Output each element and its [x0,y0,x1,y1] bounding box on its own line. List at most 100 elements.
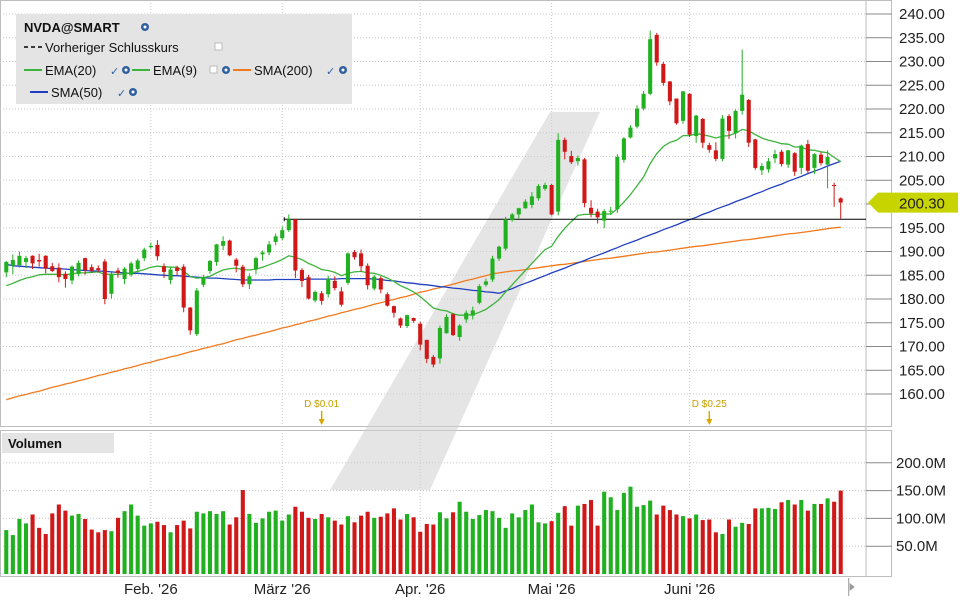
candlestick[interactable] [63,271,68,288]
candlestick[interactable] [109,272,114,299]
candlestick[interactable] [529,192,534,209]
volume-bar[interactable] [214,513,219,574]
volume-bar[interactable] [608,497,613,574]
candlestick[interactable] [713,142,718,162]
candlestick[interactable] [319,290,324,305]
volume-bar[interactable] [391,508,396,574]
candlestick[interactable] [825,150,830,189]
volume-bar[interactable] [398,519,403,574]
candlestick[interactable] [805,139,810,174]
volume-bar[interactable] [490,511,495,574]
volume-bar[interactable] [168,532,173,574]
volume-bar[interactable] [444,518,449,574]
volume-bar[interactable] [76,513,81,574]
volume-bar[interactable] [543,523,548,574]
candlestick[interactable] [464,310,469,323]
volume-bar[interactable] [306,517,311,574]
volume-bar[interactable] [832,501,837,574]
volume-bar[interactable] [267,511,272,574]
volume-bar[interactable] [503,527,508,574]
candlestick[interactable] [634,105,640,129]
volume-bar[interactable] [319,513,324,574]
volume-bar[interactable] [759,508,764,574]
candlestick[interactable] [359,249,364,272]
candlestick[interactable] [332,276,337,291]
volume-bar[interactable] [96,532,101,574]
candlestick[interactable] [444,314,449,334]
check-icon[interactable]: ✓ [117,88,126,100]
volume-bar[interactable] [181,520,186,574]
candlestick[interactable] [661,61,666,86]
volume-bar[interactable] [201,513,206,574]
candlestick[interactable] [786,149,791,168]
candlestick[interactable] [424,339,429,364]
candlestick[interactable] [654,33,659,66]
volume-bar[interactable] [385,513,390,574]
candlestick[interactable] [161,263,167,279]
candlestick[interactable] [575,155,580,166]
volume-bar[interactable] [510,513,515,574]
volume-bar[interactable] [700,520,705,574]
candlestick[interactable] [76,260,81,277]
volume-bar[interactable] [713,532,718,574]
candlestick[interactable] [457,324,462,341]
volume-bar[interactable] [115,517,121,574]
volume-bar[interactable] [378,516,383,574]
candlestick[interactable] [595,208,600,224]
candlestick[interactable] [510,213,515,222]
candlestick[interactable] [135,258,140,273]
candlestick[interactable] [207,260,213,274]
volume-bar[interactable] [825,498,830,574]
volume-bar[interactable] [37,527,42,574]
candlestick[interactable] [779,149,784,167]
volume-bar[interactable] [470,518,475,574]
volume-bar[interactable] [352,522,357,574]
candlestick[interactable] [812,153,817,175]
candlestick[interactable] [608,206,613,215]
candlestick[interactable] [69,265,75,285]
candlestick[interactable] [385,292,390,307]
volume-bar[interactable] [628,486,633,574]
candlestick[interactable] [96,265,101,273]
volume-bar[interactable] [372,517,377,574]
candlestick[interactable] [483,278,488,287]
candlestick[interactable] [17,251,22,268]
candlestick[interactable] [201,274,206,288]
candlestick[interactable] [326,275,331,298]
play-icon[interactable] [849,583,855,591]
candlestick[interactable] [694,114,699,143]
volume-bar[interactable] [556,512,561,574]
volume-bar[interactable] [674,514,679,574]
candlestick[interactable] [240,264,245,288]
candlestick[interactable] [339,287,344,307]
candlestick[interactable] [56,263,61,283]
candlestick[interactable] [549,184,554,216]
volume-bar[interactable] [812,503,817,574]
candlestick[interactable] [569,150,574,165]
volume-bar[interactable] [135,515,140,574]
volume-bar[interactable] [332,520,337,574]
candlestick[interactable] [477,284,482,305]
volume-bar[interactable] [667,510,672,574]
volume-bar[interactable] [83,518,88,574]
candlestick[interactable] [313,290,318,303]
volume-bar[interactable] [122,511,127,574]
volume-bar[interactable] [339,524,344,574]
candlestick[interactable] [214,243,219,266]
candlestick[interactable] [299,268,304,288]
volume-bar[interactable] [720,533,725,574]
candlestick[interactable] [674,98,679,125]
candlestick[interactable] [615,154,620,214]
volume-bar[interactable] [589,500,594,574]
candlestick[interactable] [175,265,180,276]
volume-bar[interactable] [726,519,732,574]
volume-bar[interactable] [56,504,61,575]
volume-bar[interactable] [497,517,502,574]
candlestick[interactable] [516,207,521,219]
volume-bar[interactable] [707,519,712,574]
volume-bar[interactable] [595,525,600,574]
candlestick[interactable] [628,125,633,139]
candlestick[interactable] [707,142,712,153]
candlestick[interactable] [253,256,258,275]
